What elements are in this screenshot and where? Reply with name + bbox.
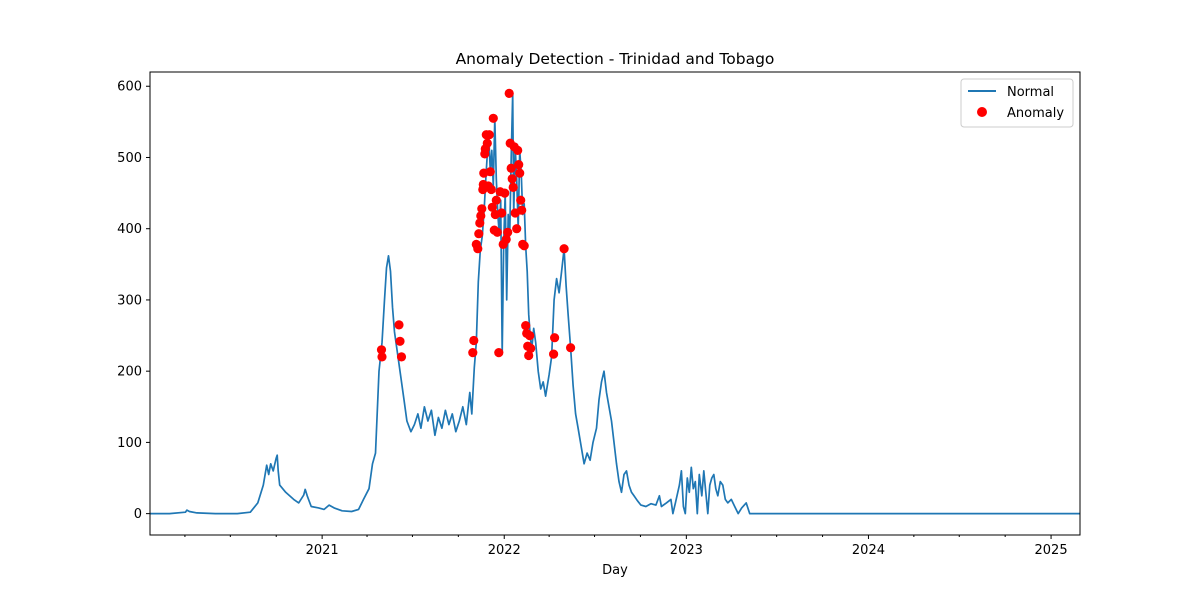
anomaly-point [474, 229, 484, 239]
anomaly-point [395, 336, 405, 346]
anomaly-point [475, 218, 485, 228]
anomaly-point [508, 182, 518, 192]
anomaly-point [525, 331, 535, 341]
anomaly-point [487, 202, 497, 212]
anomaly-point [482, 138, 492, 148]
anomaly-point [515, 168, 525, 178]
anomaly-point [497, 208, 507, 218]
anomaly-point [486, 184, 496, 195]
y-tick-label: 0 [134, 507, 142, 522]
plot-area [150, 88, 1080, 515]
chart-title: Anomaly Detection - Trinidad and Tobago [456, 50, 775, 68]
legend-label-normal: Normal [1007, 85, 1054, 100]
x-tick-label: 2021 [306, 543, 339, 558]
legend: Normal Anomaly [960, 78, 1074, 128]
anomaly-point [519, 241, 529, 251]
anomaly-point [521, 321, 531, 331]
y-tick-label: 500 [117, 151, 142, 166]
anomaly-point [469, 335, 479, 346]
anomaly-point [504, 88, 514, 98]
anomaly-point [549, 349, 559, 359]
anomaly-point [477, 204, 487, 214]
anomaly-point [494, 348, 504, 358]
plot-frame [149, 71, 1081, 536]
anomaly-point [512, 224, 522, 234]
anomaly-point [501, 234, 511, 244]
anomaly-point [513, 145, 523, 155]
x-axis-label: Day [602, 563, 628, 578]
anomaly-point [550, 333, 560, 343]
anomaly-point [396, 352, 407, 362]
anomaly-point [517, 205, 527, 215]
y-tick-label: 600 [117, 80, 142, 95]
anomaly-point [377, 352, 387, 362]
anomaly-point [559, 244, 569, 254]
x-tick-label: 2022 [488, 543, 521, 558]
anomaly-point [484, 130, 494, 140]
anomaly-point [485, 167, 495, 177]
anomaly-point [468, 348, 478, 358]
y-tick-label: 100 [117, 436, 142, 451]
legend-marker-swatch [977, 107, 987, 117]
anomaly-point [488, 113, 498, 123]
anomaly-point [514, 160, 524, 170]
anomaly-point [566, 343, 576, 353]
x-tick-label: 2024 [852, 543, 885, 558]
anomaly-point [506, 163, 516, 173]
anomaly-point [476, 211, 486, 221]
anomaly-point [524, 350, 534, 361]
legend-label-anomaly: Anomaly [1007, 106, 1064, 121]
anomaly-point [394, 320, 404, 330]
anomaly-point [500, 188, 510, 198]
anomaly-point [473, 244, 483, 254]
anomaly-point [376, 345, 387, 355]
anomaly-point [503, 227, 513, 237]
x-tick-label: 2025 [1035, 543, 1068, 558]
axes: 0 100 200 300 400 500 600 2021 2022 2023 2024 2025 [117, 71, 1081, 558]
anomaly-point [491, 195, 501, 205]
y-tick-label: 200 [117, 365, 142, 380]
anomaly-point [516, 195, 526, 205]
anomaly-point [507, 174, 517, 184]
anomaly-point [492, 227, 502, 237]
x-tick-label: 2023 [670, 543, 703, 558]
anomaly-point [526, 343, 536, 353]
y-tick-label: 400 [117, 222, 142, 237]
y-tick-label: 300 [117, 293, 142, 308]
